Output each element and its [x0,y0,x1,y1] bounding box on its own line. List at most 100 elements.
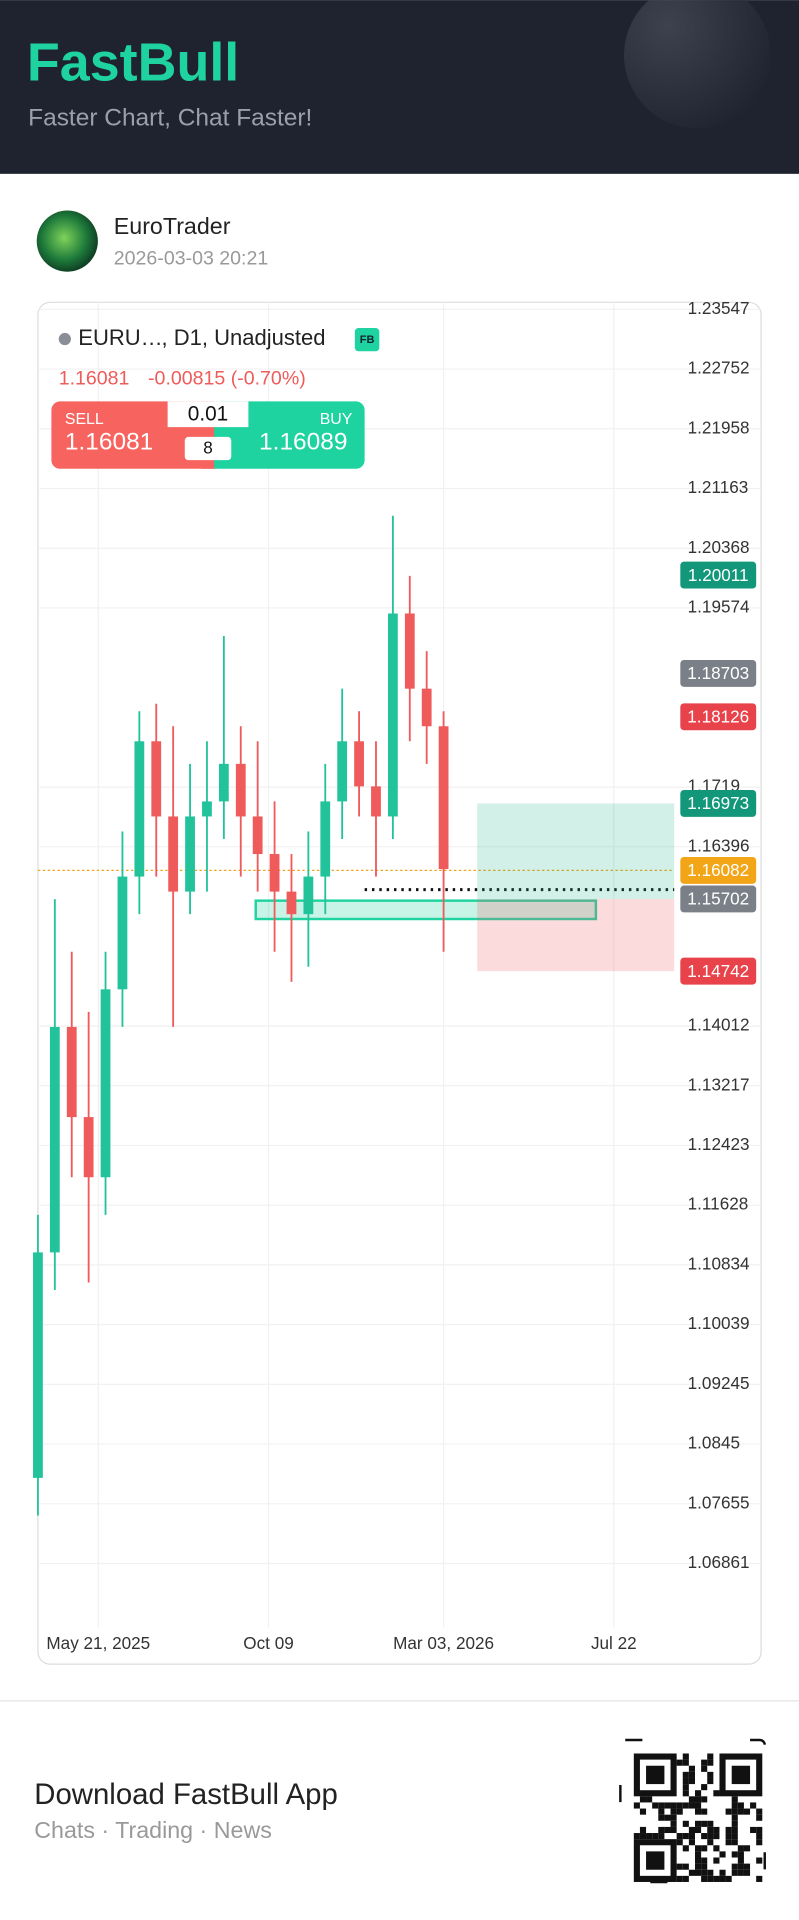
qr-cell [701,1863,708,1870]
qr-cell [713,1857,720,1864]
qr-cell [670,1826,677,1834]
qr-cell [676,1759,683,1766]
price-tag-label: 1.15702 [687,889,749,909]
candle-body [134,741,145,877]
qr-cell [658,1814,665,1821]
qr-cell [737,1869,744,1876]
last-price: 1.16081 [59,368,130,390]
qr-finder-dot [646,1765,665,1785]
price-tag [680,703,757,731]
qr-cell [676,1833,683,1840]
sell-label: SELL [65,411,104,428]
y-tick-label: 1.11628 [688,1194,749,1214]
y-tick-label: 1.14012 [688,1015,750,1035]
qr-cell [743,1845,751,1852]
qr-cell [646,1796,653,1803]
qr-cell [725,1839,732,1846]
avatar[interactable] [36,210,98,272]
qr-cell [737,1845,744,1852]
x-tick-label: May 21, 2025 [46,1633,150,1653]
qr-cell [756,1826,763,1834]
y-tick-label: 1.22752 [688,358,750,378]
symbol: EURU… [78,325,162,350]
spread-box [184,436,232,461]
candle-body [421,688,432,727]
qr-cell [731,1814,738,1821]
qr-cell [676,1808,683,1815]
qr-cell [658,1826,665,1834]
candle-body [49,1026,60,1253]
qr-cell [731,1863,738,1870]
qr-cell [713,1875,720,1882]
candle-body [354,741,364,787]
post-time: 2026-03-03 20:21 [114,248,268,270]
candle-body [438,726,449,870]
qr-cell [701,1765,708,1772]
qr-cell [658,1802,665,1809]
qr-cell [713,1845,720,1852]
price-tag [680,957,757,985]
qr-cell [756,1814,763,1821]
qr-cell [701,1869,708,1876]
buy-price: 1.16089 [259,429,347,456]
qr-cell [682,1790,689,1797]
qr-cell [664,1826,671,1834]
candle-body [218,763,229,802]
qr-cell [688,1771,695,1778]
qr-cell [694,1820,702,1827]
candle-body [33,1252,43,1478]
qr-code[interactable] [619,1738,766,1884]
qr-cell [756,1839,763,1846]
qr-cell [639,1826,647,1834]
qr-finder-dot [731,1765,751,1785]
qr-cell [664,1802,671,1809]
qr-cell [725,1875,732,1882]
badge: FB [360,334,375,346]
qr-cell [701,1784,708,1791]
qr-cell [707,1839,714,1846]
candle-body [303,876,314,915]
qr-cell [688,1777,695,1785]
qr-cell [694,1869,702,1876]
qr-cell [725,1808,732,1815]
author[interactable]: EuroTrader [114,213,231,239]
qr-cell [707,1833,714,1840]
qr-cell [737,1851,744,1858]
qr-cell [707,1771,714,1778]
price-tag [680,561,757,589]
qr-cell [737,1863,744,1870]
qr-cell [682,1771,689,1778]
y-tick-label: 1.07655 [688,1492,750,1512]
stop-loss-zone [477,898,675,972]
qr-cell [688,1869,695,1876]
qr-cell [731,1851,738,1858]
qr-cell [676,1802,683,1809]
candle-body [286,891,297,915]
price-tag-label: 1.18126 [687,707,749,727]
qr-cell [707,1820,714,1827]
qr-cell [731,1833,738,1840]
x-tick-label: Jul 22 [591,1633,637,1653]
qr-cell [682,1833,689,1840]
y-tick-label: 1.10039 [688,1313,750,1333]
y-tick-label: 1.13217 [688,1074,750,1094]
qr-cell [670,1814,677,1821]
qr-cell [639,1808,647,1815]
qr-cell [701,1796,708,1803]
qr-cell [707,1826,714,1834]
qr-cell [670,1808,677,1815]
qr-cell [756,1875,763,1882]
qr-cell [694,1845,702,1852]
qr-cell [688,1833,695,1840]
qr-cell [750,1826,757,1834]
candle-body [83,1117,94,1178]
qr-cell [646,1833,653,1840]
y-tick-label: 1.19574 [688,596,750,616]
qr-cell [682,1820,689,1827]
qr-cell [707,1777,714,1785]
price-tag-label: 1.16082 [687,860,749,880]
qr-cell [743,1869,751,1876]
take-profit-zone [477,803,675,899]
qr-cell [694,1802,702,1809]
